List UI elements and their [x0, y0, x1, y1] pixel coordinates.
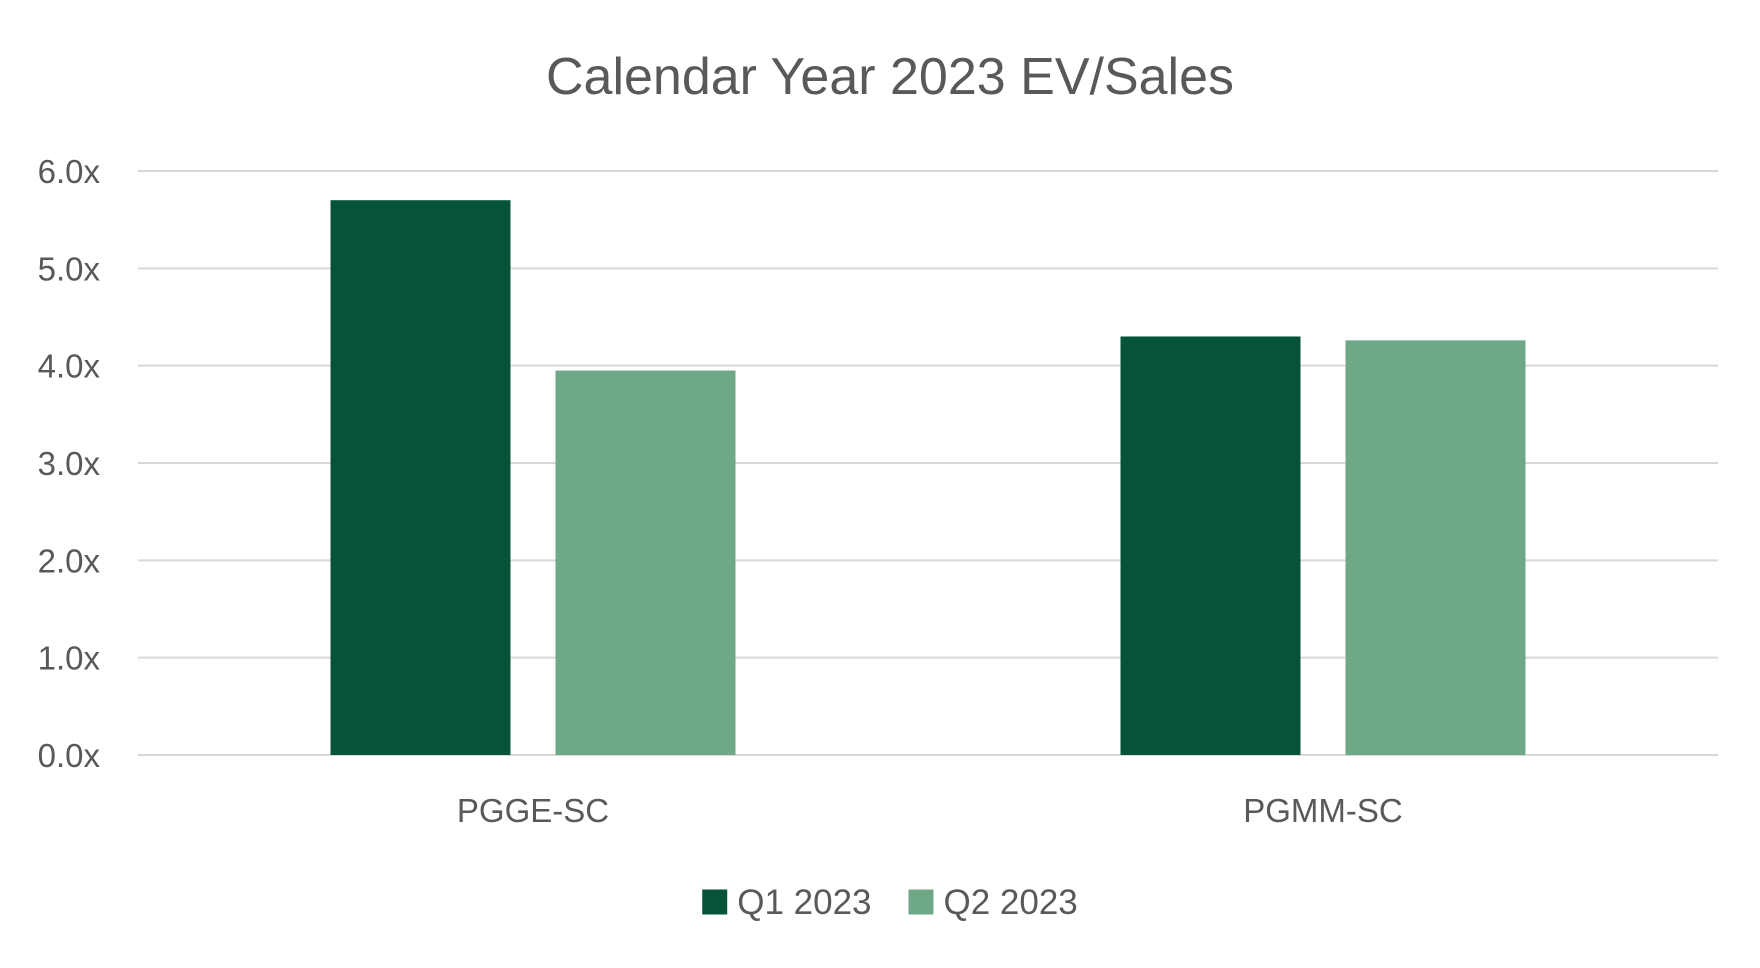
bars	[330, 200, 1526, 755]
legend-label: Q1 2023	[737, 883, 871, 922]
y-tick-label: 5.0x	[38, 250, 101, 287]
bar-pgge-sc-q2-2023	[555, 370, 736, 755]
y-axis-tick-labels: 0.0x 1.0x 2.0x 3.0x 4.0x 5.0x 6.0x	[38, 153, 101, 774]
bar-pgmm-sc-q1-2023	[1120, 336, 1301, 755]
y-tick-label: 6.0x	[38, 153, 101, 190]
bar-pgmm-sc-q2-2023	[1345, 340, 1526, 755]
legend-swatch	[702, 889, 728, 915]
legend-swatch	[908, 889, 934, 915]
y-tick-label: 3.0x	[38, 445, 101, 482]
legend: Q1 2023 Q2 2023	[702, 883, 1078, 922]
legend-item-q1-2023: Q1 2023	[702, 883, 872, 922]
chart-title: Calendar Year 2023 EV/Sales	[546, 48, 1234, 106]
legend-label: Q2 2023	[944, 883, 1078, 922]
legend-item-q2-2023: Q2 2023	[908, 883, 1078, 922]
x-category-label: PGMM-SC	[1243, 792, 1403, 829]
y-tick-label: 2.0x	[38, 542, 101, 579]
x-axis-category-labels: PGGE-SC PGMM-SC	[457, 792, 1403, 829]
y-tick-label: 1.0x	[38, 640, 101, 677]
x-category-label: PGGE-SC	[457, 792, 609, 829]
bar-pgge-sc-q1-2023	[330, 200, 511, 755]
y-tick-label: 4.0x	[38, 348, 101, 385]
y-tick-label: 0.0x	[38, 737, 101, 774]
